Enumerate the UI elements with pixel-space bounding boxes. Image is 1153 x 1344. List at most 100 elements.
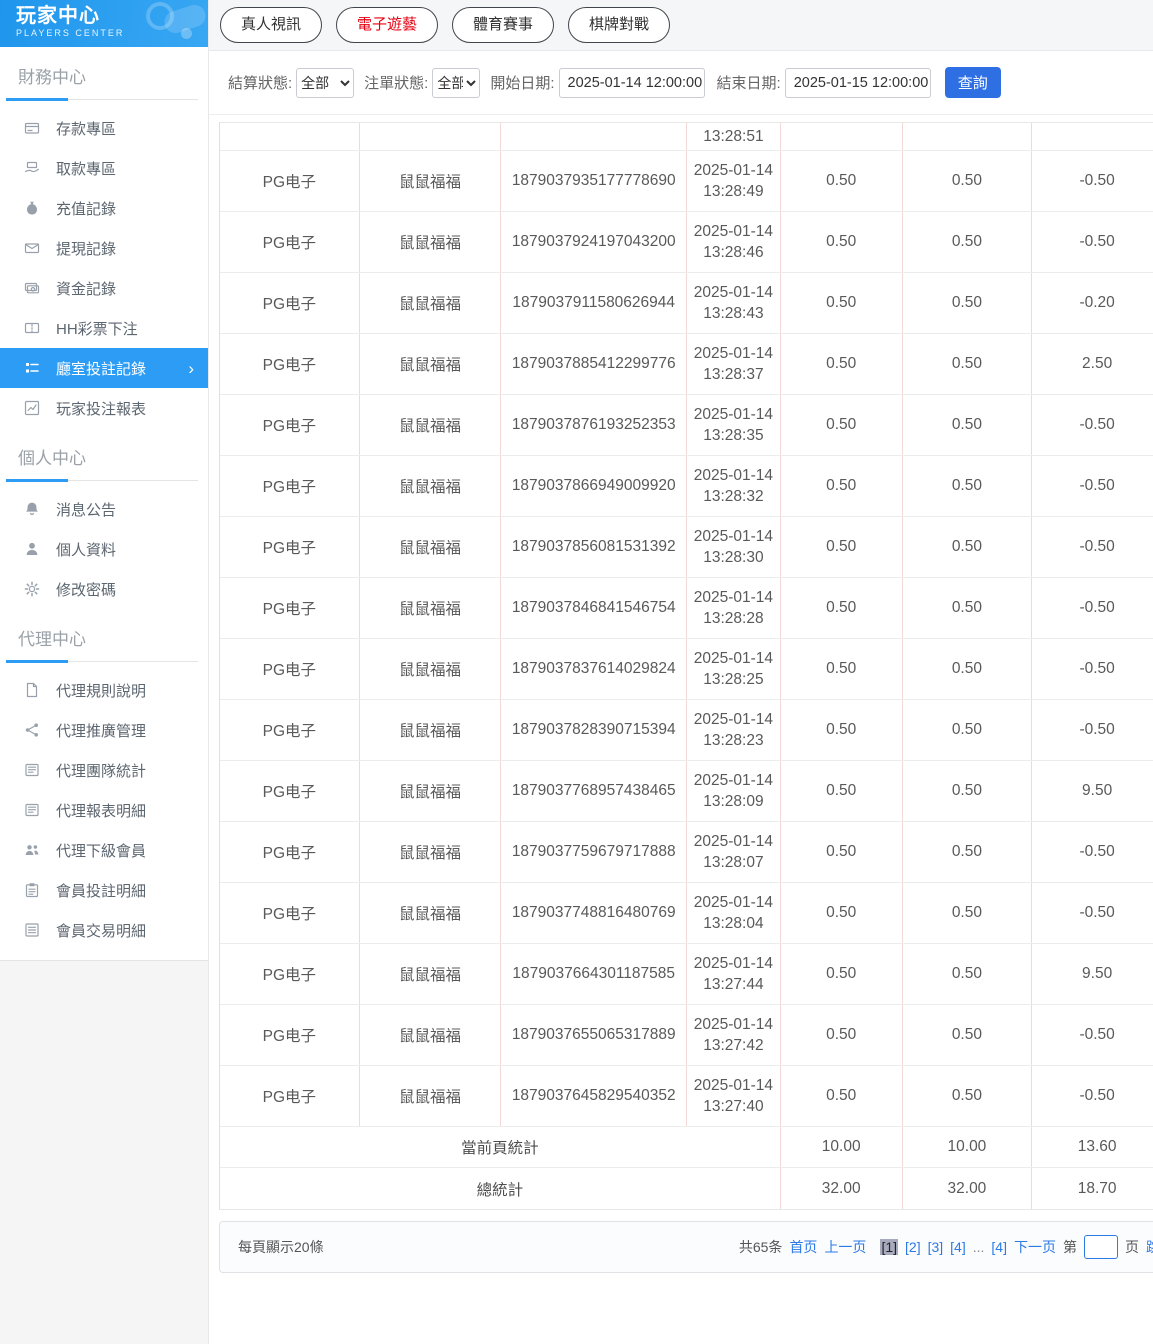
cell-bet-amount: 0.50 [781, 639, 903, 699]
cell-platform: PG电子 [220, 395, 360, 455]
cell-game: 鼠鼠福福 [360, 395, 502, 455]
cell-platform: PG电子 [220, 1066, 360, 1126]
summary-win-loss: 13.60 [1032, 1127, 1153, 1167]
sidebar-item-member-bet-details[interactable]: 會員投註明細 [0, 870, 208, 910]
cell-time: 2025-01-14 13:28:30 [687, 517, 781, 577]
cell-win-loss: -0.50 [1032, 639, 1153, 699]
table-row: PG电子 鼠鼠福福 1879037664301187585 2025-01-14… [220, 944, 1153, 1005]
settle-status-label: 結算狀態: [228, 75, 293, 92]
cell-game: 鼠鼠福福 [360, 1005, 502, 1065]
sidebar-item-agent-sub-members[interactable]: 代理下級會員 [0, 830, 208, 870]
sidebar-item-player-bet-report[interactable]: 玩家投注報表 [0, 388, 208, 428]
cell-valid-bet: 0.50 [903, 212, 1033, 272]
cell-order-no: 1879037664301187585 [501, 944, 688, 1004]
cell-order-no: 1879037885412299776 [501, 334, 688, 394]
cell-valid-bet: 0.50 [903, 395, 1033, 455]
cell-time: 2025-01-14 13:28:43 [687, 273, 781, 333]
cell-order-no: 1879037828390715394 [501, 700, 688, 760]
cell-game: 鼠鼠福福 [360, 517, 502, 577]
cell-win-loss: -0.50 [1032, 517, 1153, 577]
sidebar-item-agent-report-details[interactable]: 代理報表明細 [0, 790, 208, 830]
sidebar-item-label: 消息公告 [56, 501, 117, 519]
page-number-link[interactable]: [3] [927, 1239, 944, 1255]
cell-time: 2025-01-14 13:27:40 [687, 1066, 781, 1126]
start-date-input[interactable] [558, 67, 705, 98]
cell-platform: PG电子 [220, 456, 360, 516]
sidebar-item-deposit-area[interactable]: 存款專區 [0, 108, 208, 148]
sidebar-item-profile[interactable]: 個人資料 [0, 529, 208, 569]
next-page-link[interactable]: 下一页 [1014, 1239, 1056, 1255]
sidebar-item-funds-records[interactable]: 資金記錄 [0, 268, 208, 308]
sidebar-section-title: 代理中心 [18, 630, 86, 649]
sidebar-item-change-password[interactable]: 修改密碼 [0, 569, 208, 609]
share-icon [24, 722, 40, 738]
tab-sports-events[interactable]: 體育賽事 [452, 7, 555, 43]
page-number-link[interactable]: [2] [905, 1239, 921, 1255]
page-ellipsis: ... [972, 1239, 985, 1255]
sidebar-item-hh-lottery-bets[interactable]: HH彩票下注 [0, 308, 208, 348]
prev-page-link[interactable]: 上一页 [824, 1239, 867, 1255]
cell-bet-amount: 0.50 [781, 517, 903, 577]
cell-time: 2025-01-14 13:28:07 [687, 822, 781, 882]
bank-card-icon [24, 120, 40, 136]
cell-game: 鼠鼠福福 [360, 944, 502, 1004]
page-number-link[interactable]: [4] [991, 1239, 1007, 1255]
sidebar: 玩家中心 PLAYERS CENTER 財務中心 存款專區 取款專區 充值記錄 … [0, 0, 209, 1344]
sidebar-item-room-bet-records[interactable]: 廳室投註記錄 › [0, 348, 208, 388]
cell-win-loss: -0.50 [1032, 456, 1153, 516]
sidebar-item-label: 修改密碼 [56, 581, 117, 599]
bet-records-table: 13:28:51 PG电子 鼠鼠福福 1879037935177778690 2… [219, 122, 1153, 1210]
sidebar-section: 個人中心 消息公告 個人資料 修改密碼 [0, 428, 208, 609]
page-number-current[interactable]: [1] [880, 1239, 899, 1255]
sidebar-item-recharge-records[interactable]: 充值記錄 [0, 188, 208, 228]
sidebar-item-withdrawal-records[interactable]: 提現記錄 [0, 228, 208, 268]
person-icon [24, 541, 40, 557]
settle-status-select[interactable]: 全部 [296, 67, 355, 98]
tab-live-video[interactable]: 真人視訊 [220, 7, 323, 43]
order-status-label: 注單狀態: [364, 75, 429, 92]
cell-win-loss: 9.50 [1032, 944, 1153, 1004]
cell-game: 鼠鼠福福 [360, 639, 502, 699]
page-number-link[interactable]: [4] [950, 1239, 966, 1255]
cell-game: 鼠鼠福福 [360, 334, 502, 394]
sidebar-item-label: 會員交易明細 [56, 922, 147, 940]
table-row: PG电子 鼠鼠福福 1879037759679717888 2025-01-14… [220, 822, 1153, 883]
cell-bet-amount: 0.50 [781, 1066, 903, 1126]
table-row: PG电子 鼠鼠福福 1879037768957438465 2025-01-14… [220, 761, 1153, 822]
cell-win-loss: -0.20 [1032, 273, 1153, 333]
cell-order-no: 1879037645829540352 [501, 1066, 688, 1126]
query-button[interactable]: 查詢 [944, 67, 1001, 98]
end-date-input[interactable] [784, 67, 931, 98]
jump-page-input[interactable] [1084, 1235, 1118, 1259]
first-page-link[interactable]: 首页 [789, 1239, 818, 1255]
jump-prefix: 第 [1063, 1239, 1077, 1255]
cell-win-loss: -0.50 [1032, 151, 1153, 211]
summary-row: 總統計 32.00 32.00 18.70 [220, 1168, 1153, 1209]
cell-time: 2025-01-14 13:28:32 [687, 456, 781, 516]
sidebar-item-label: 廳室投註記錄 [56, 360, 147, 378]
sidebar-item-notices[interactable]: 消息公告 [0, 489, 208, 529]
cell-order-no: 1879037655065317889 [501, 1005, 688, 1065]
sidebar-item-agent-team-stats[interactable]: 代理團隊統計 [0, 750, 208, 790]
jump-button[interactable]: 跳转 [1146, 1237, 1153, 1257]
sidebar-item-label: 存款專區 [56, 120, 117, 138]
list-doc-icon [24, 922, 40, 938]
sidebar-item-member-transaction-details[interactable]: 會員交易明細 [0, 910, 208, 950]
sidebar-item-agent-promotion[interactable]: 代理推廣管理 [0, 710, 208, 750]
sidebar-section-title: 財務中心 [18, 68, 86, 87]
sidebar-item-agent-rules[interactable]: 代理規則說明 [0, 670, 208, 710]
sidebar-item-withdraw-area[interactable]: 取款專區 [0, 148, 208, 188]
cell-win-loss: -0.50 [1032, 700, 1153, 760]
sidebar-item-label: 玩家投注報表 [56, 400, 147, 418]
sidebar-item-label: 代理報表明細 [56, 802, 147, 820]
users-icon [24, 842, 40, 858]
app-logo: 玩家中心 PLAYERS CENTER [0, 0, 208, 47]
tab-electronic-games[interactable]: 電子遊藝 [336, 7, 439, 43]
tab-board-card-battle[interactable]: 棋牌對戰 [568, 7, 671, 43]
cell-time: 2025-01-14 13:28:37 [687, 334, 781, 394]
sidebar-section: 代理中心 代理規則說明 代理推廣管理 代理團隊統計 代理報表明細 代理下級會員 … [0, 609, 208, 950]
summary-row: 當前頁統計 10.00 10.00 13.60 [220, 1127, 1153, 1168]
sidebar-item-label: 充值記錄 [56, 200, 117, 218]
order-status-select[interactable]: 全部 [432, 67, 481, 98]
end-date-label: 結束日期: [716, 75, 781, 92]
